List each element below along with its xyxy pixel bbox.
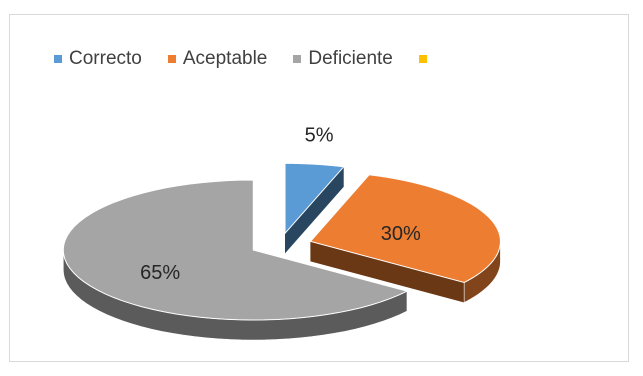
pie-slice-wall-aceptable: [310, 241, 465, 303]
legend-item-aceptable: Aceptable: [167, 48, 268, 70]
legend-item-deficiente: Deficiente: [293, 48, 393, 70]
pie-slice-wall-correcto: [285, 166, 344, 254]
data-label-aceptable: 30%: [381, 223, 421, 245]
pie-slice-aceptable: [309, 174, 501, 303]
legend: Correcto Aceptable Deficiente: [54, 47, 460, 71]
legend-label-aceptable: Aceptable: [182, 48, 268, 69]
pie-slice-deficiente: [62, 179, 409, 341]
data-label-correcto: 5%: [305, 124, 334, 146]
data-label-deficiente: 65%: [140, 262, 180, 284]
pie-slice-top-deficiente: [62, 179, 409, 321]
legend-swatch-deficiente: [293, 55, 302, 63]
legend-swatch-aceptable: [167, 55, 176, 63]
legend-item-correcto: Correcto: [54, 48, 142, 70]
pie-slice-top-correcto: [284, 162, 345, 235]
legend-label-correcto: Correcto: [69, 48, 142, 69]
legend-swatch-unnamed: [418, 55, 427, 63]
pie-slice-correcto: [284, 162, 345, 254]
legend-item-unnamed: [418, 55, 434, 63]
legend-label-deficiente: Deficiente: [308, 48, 393, 69]
pie-slice-top-aceptable: [309, 174, 501, 284]
legend-swatch-correcto: [54, 55, 62, 63]
